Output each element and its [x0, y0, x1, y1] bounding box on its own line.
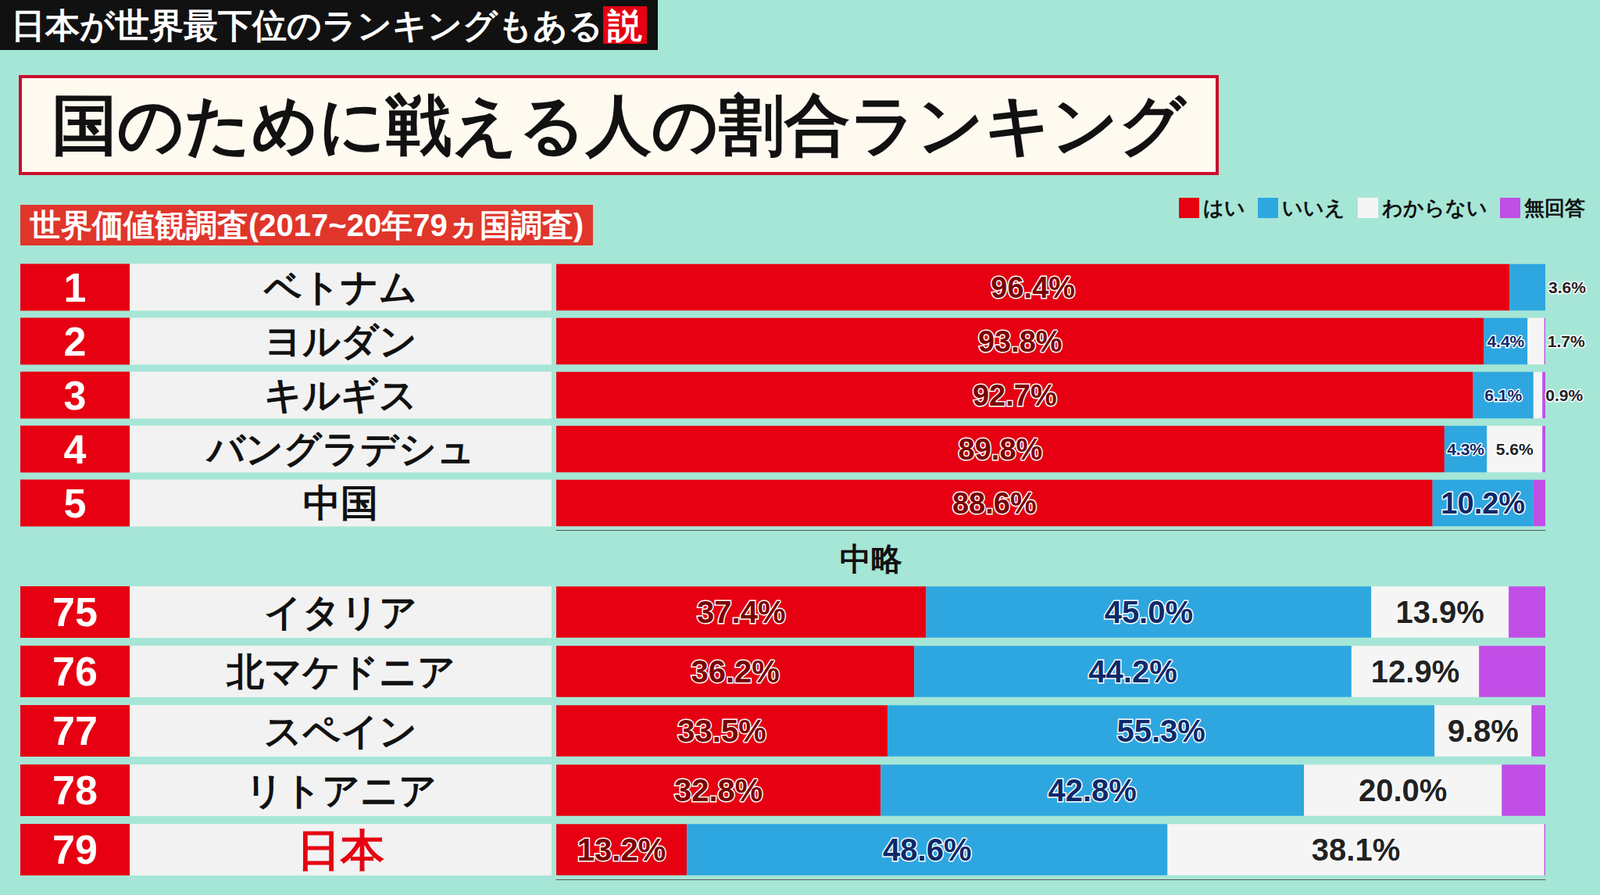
svg-text:リトアニア: リトアニア: [245, 769, 437, 811]
svg-text:75: 75: [52, 589, 98, 635]
svg-text:44.2%: 44.2%: [1088, 653, 1177, 689]
svg-text:ヨルダン: ヨルダン: [264, 320, 418, 362]
svg-text:日本: 日本: [296, 825, 385, 875]
svg-text:いいえ: いいえ: [1282, 196, 1346, 220]
svg-text:4.3%: 4.3%: [1446, 439, 1485, 458]
svg-text:20.0%: 20.0%: [1358, 772, 1447, 808]
svg-text:ベトナム: ベトナム: [263, 266, 418, 308]
svg-text:13.2%: 13.2%: [577, 832, 666, 867]
svg-text:2: 2: [64, 318, 87, 365]
svg-text:3.6%: 3.6%: [1548, 278, 1586, 297]
svg-text:32.8%: 32.8%: [674, 772, 763, 808]
svg-text:5.6%: 5.6%: [1496, 439, 1534, 458]
svg-text:1: 1: [64, 264, 87, 311]
svg-text:55.3%: 55.3%: [1116, 713, 1205, 748]
svg-text:96.4%: 96.4%: [990, 271, 1075, 304]
svg-text:バングラデシュ: バングラデシュ: [205, 428, 475, 470]
svg-text:89.8%: 89.8%: [958, 432, 1043, 466]
svg-text:キルギス: キルギス: [264, 374, 418, 416]
svg-text:10.2%: 10.2%: [1440, 486, 1525, 520]
svg-text:3: 3: [64, 372, 87, 418]
svg-text:北マケドニア: 北マケドニア: [225, 650, 456, 693]
svg-text:日本が世界最下位のランキングもある: 日本が世界最下位のランキングもある: [10, 6, 604, 45]
svg-text:92.7%: 92.7%: [972, 378, 1058, 412]
svg-text:37.4%: 37.4%: [696, 594, 786, 629]
svg-text:76: 76: [52, 648, 98, 694]
svg-text:12.9%: 12.9%: [1371, 653, 1460, 689]
svg-text:79: 79: [52, 826, 98, 872]
svg-text:13.9%: 13.9%: [1395, 594, 1484, 629]
svg-text:無回答: 無回答: [1523, 196, 1586, 220]
svg-text:世界価値観調査(2017~20年79ヵ国調査): 世界価値観調査(2017~20年79ヵ国調査): [28, 207, 584, 243]
svg-text:78: 78: [52, 767, 98, 813]
svg-text:わからない: わからない: [1381, 196, 1488, 220]
svg-text:イタリア: イタリア: [264, 591, 418, 633]
svg-text:中国: 中国: [303, 482, 379, 524]
svg-text:48.6%: 48.6%: [882, 832, 972, 867]
svg-text:4.4%: 4.4%: [1486, 332, 1525, 350]
svg-text:はい: はい: [1203, 196, 1246, 220]
svg-text:中略: 中略: [839, 541, 903, 576]
svg-text:1.7%: 1.7%: [1547, 332, 1586, 350]
svg-text:93.8%: 93.8%: [978, 325, 1063, 358]
svg-text:9.8%: 9.8%: [1447, 713, 1519, 748]
svg-text:説: 説: [607, 6, 643, 45]
svg-text:スペイン: スペイン: [264, 710, 418, 752]
svg-text:38.1%: 38.1%: [1311, 832, 1400, 867]
svg-text:国のために戦える人の割合ランキング: 国のために戦える人の割合ランキング: [51, 88, 1188, 162]
svg-text:4: 4: [64, 426, 87, 472]
svg-text:5: 5: [64, 480, 87, 526]
svg-text:36.2%: 36.2%: [690, 653, 779, 689]
svg-text:6.1%: 6.1%: [1484, 385, 1522, 404]
svg-text:88.6%: 88.6%: [952, 486, 1037, 520]
svg-text:77: 77: [52, 707, 98, 754]
svg-text:42.8%: 42.8%: [1047, 772, 1136, 808]
svg-text:33.5%: 33.5%: [677, 713, 766, 748]
svg-text:45.0%: 45.0%: [1104, 594, 1193, 629]
svg-text:0.9%: 0.9%: [1545, 385, 1583, 404]
